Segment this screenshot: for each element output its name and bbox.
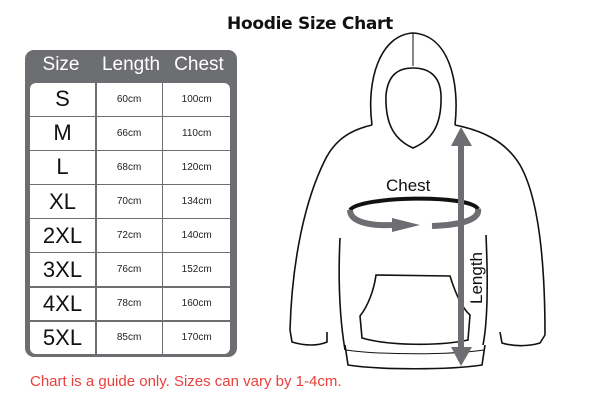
chest-label: Chest <box>386 176 431 195</box>
chest-band-front-left <box>347 209 393 229</box>
cell-size: M <box>30 117 95 150</box>
length-arrow-up-icon <box>451 127 472 146</box>
cell-chest: 140cm <box>163 219 231 252</box>
cell-size: 5XL <box>30 321 95 355</box>
cell-chest: 134cm <box>163 185 231 218</box>
size-table: Size Length Chest S 60cm 100cm M 66cm 110cm L 6… <box>25 50 237 357</box>
table-row: L 68cm 120cm <box>30 151 232 184</box>
cell-size: S <box>30 83 95 116</box>
hoodie-outline <box>289 32 546 370</box>
chest-band-back <box>348 196 480 212</box>
table-row: S 60cm 100cm <box>30 83 232 116</box>
disclaimer-note: Chart is a guide only. Sizes can vary by… <box>30 373 342 390</box>
cell-chest: 110cm <box>163 117 231 150</box>
cell-size: 2XL <box>30 219 95 252</box>
table-row: XL 70cm 134cm <box>30 185 232 218</box>
table-row: 2XL 72cm 140cm <box>30 219 232 252</box>
chest-arrow-icon <box>392 218 420 232</box>
header-chest: Chest <box>174 54 224 75</box>
table-row: M 66cm 110cm <box>30 117 232 150</box>
table-body: S 60cm 100cm M 66cm 110cm L 68cm 120cm XL 70cm 134c… <box>30 83 232 356</box>
cell-size: 3XL <box>30 253 95 286</box>
cell-length: 72cm <box>96 219 162 252</box>
cell-chest: 170cm <box>163 321 231 355</box>
cell-length: 60cm <box>96 83 162 116</box>
length-label: Length <box>467 252 486 304</box>
cell-length: 68cm <box>96 151 162 184</box>
cell-chest: 152cm <box>163 253 231 286</box>
chest-band-front-right <box>431 208 481 229</box>
table-row: 4XL 78cm 160cm <box>30 287 232 321</box>
length-arrow-down-icon <box>451 347 472 366</box>
chart-title: Hoodie Size Chart <box>227 14 393 34</box>
cell-length: 70cm <box>96 185 162 218</box>
cell-length: 76cm <box>96 253 162 286</box>
table-header: Size Length Chest <box>25 54 237 82</box>
cell-chest: 100cm <box>163 83 231 116</box>
cell-length: 66cm <box>96 117 162 150</box>
header-size: Size <box>42 54 80 75</box>
cell-chest: 160cm <box>163 287 231 321</box>
cell-size: 4XL <box>30 287 95 321</box>
header-length: Length <box>101 54 161 75</box>
table-row: 5XL 85cm 170cm <box>30 321 232 355</box>
cell-length: 78cm <box>96 287 162 321</box>
cell-chest: 120cm <box>163 151 231 184</box>
table-row: 3XL 76cm 152cm <box>30 253 232 286</box>
cell-length: 85cm <box>96 321 162 355</box>
cell-size: L <box>30 151 95 184</box>
cell-size: XL <box>30 185 95 218</box>
